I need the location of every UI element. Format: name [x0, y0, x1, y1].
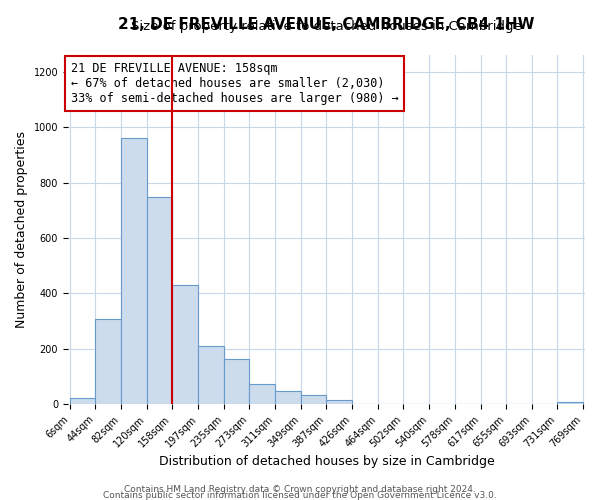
- Bar: [250, 384, 275, 404]
- Bar: [95, 319, 121, 404]
- Bar: [70, 398, 95, 404]
- Bar: [301, 396, 326, 404]
- Bar: [121, 138, 146, 404]
- Bar: [557, 402, 583, 404]
- Title: Size of property relative to detached houses in Cambridge: Size of property relative to detached ho…: [131, 20, 522, 33]
- X-axis label: Distribution of detached houses by size in Cambridge: Distribution of detached houses by size …: [158, 454, 494, 468]
- Text: 21, DE FREVILLE AVENUE, CAMBRIDGE, CB4 1HW: 21, DE FREVILLE AVENUE, CAMBRIDGE, CB4 1…: [118, 18, 535, 32]
- Text: Contains public sector information licensed under the Open Government Licence v3: Contains public sector information licen…: [103, 490, 497, 500]
- Bar: [199, 346, 224, 405]
- Bar: [224, 360, 250, 405]
- Text: 21 DE FREVILLE AVENUE: 158sqm
← 67% of detached houses are smaller (2,030)
33% o: 21 DE FREVILLE AVENUE: 158sqm ← 67% of d…: [71, 62, 398, 105]
- Bar: [275, 392, 301, 404]
- Text: Contains HM Land Registry data © Crown copyright and database right 2024.: Contains HM Land Registry data © Crown c…: [124, 484, 476, 494]
- Bar: [326, 400, 352, 404]
- Bar: [172, 285, 199, 405]
- Y-axis label: Number of detached properties: Number of detached properties: [15, 131, 28, 328]
- Bar: [146, 197, 172, 404]
